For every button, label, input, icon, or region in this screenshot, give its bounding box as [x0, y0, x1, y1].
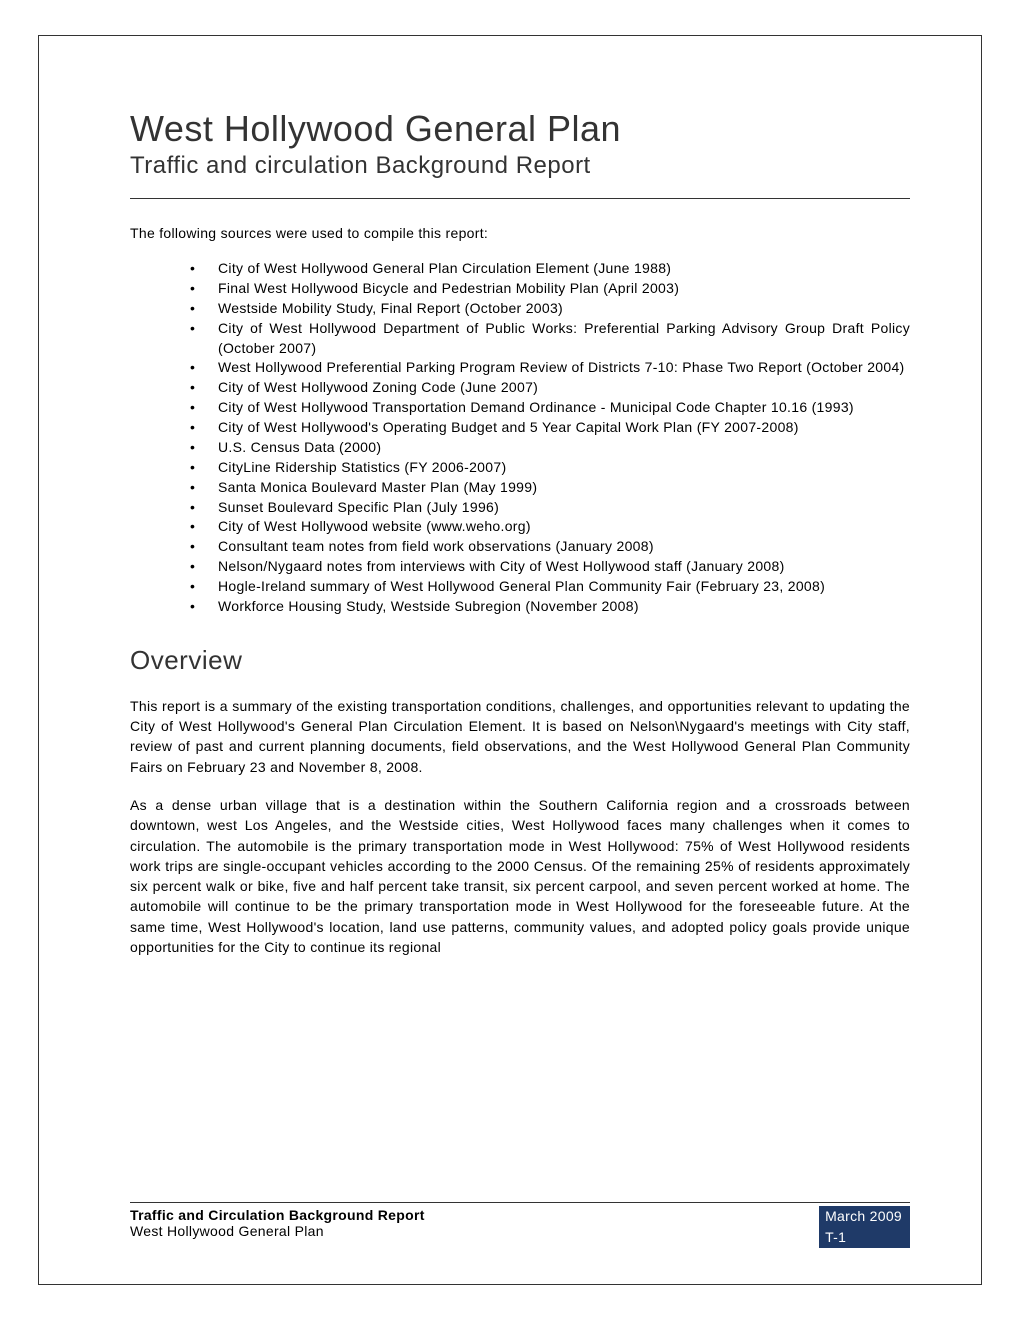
source-item: Final West Hollywood Bicycle and Pedestr… [190, 279, 910, 299]
source-item: Workforce Housing Study, Westside Subreg… [190, 597, 910, 617]
title-divider [130, 198, 910, 199]
source-item: Westside Mobility Study, Final Report (O… [190, 299, 910, 319]
source-item: City of West Hollywood Zoning Code (June… [190, 378, 910, 398]
footer-date-badge: March 2009 [819, 1206, 910, 1227]
main-title: West Hollywood General Plan [130, 108, 910, 150]
source-item: City of West Hollywood's Operating Budge… [190, 418, 910, 438]
intro-text: The following sources were used to compi… [130, 225, 910, 241]
content-area: West Hollywood General Plan Traffic and … [130, 108, 910, 975]
source-item: Hogle-Ireland summary of West Hollywood … [190, 577, 910, 597]
source-item: City of West Hollywood General Plan Circ… [190, 259, 910, 279]
source-item: Consultant team notes from field work ob… [190, 537, 910, 557]
overview-para-2: As a dense urban village that is a desti… [130, 795, 910, 957]
source-item: City of West Hollywood website (www.weho… [190, 517, 910, 537]
source-item: City of West Hollywood Department of Pub… [190, 319, 910, 359]
footer-divider [130, 1202, 910, 1203]
footer-plan-name: West Hollywood General Plan [130, 1223, 819, 1239]
source-item: U.S. Census Data (2000) [190, 438, 910, 458]
source-item: Nelson/Nygaard notes from interviews wit… [190, 557, 910, 577]
source-item: CityLine Ridership Statistics (FY 2006-2… [190, 458, 910, 478]
overview-para-1: This report is a summary of the existing… [130, 696, 910, 777]
source-item: Sunset Boulevard Specific Plan (July 199… [190, 498, 910, 518]
overview-heading: Overview [130, 645, 910, 676]
footer-page-badge: T-1 [819, 1227, 910, 1248]
source-item: Santa Monica Boulevard Master Plan (May … [190, 478, 910, 498]
source-item: West Hollywood Preferential Parking Prog… [190, 358, 910, 378]
source-item: City of West Hollywood Transportation De… [190, 398, 910, 418]
sources-list: City of West Hollywood General Plan Circ… [130, 259, 910, 617]
subtitle: Traffic and circulation Background Repor… [130, 152, 910, 180]
footer-report-name: Traffic and Circulation Background Repor… [130, 1207, 819, 1223]
page-footer: Traffic and Circulation Background Repor… [130, 1202, 910, 1248]
